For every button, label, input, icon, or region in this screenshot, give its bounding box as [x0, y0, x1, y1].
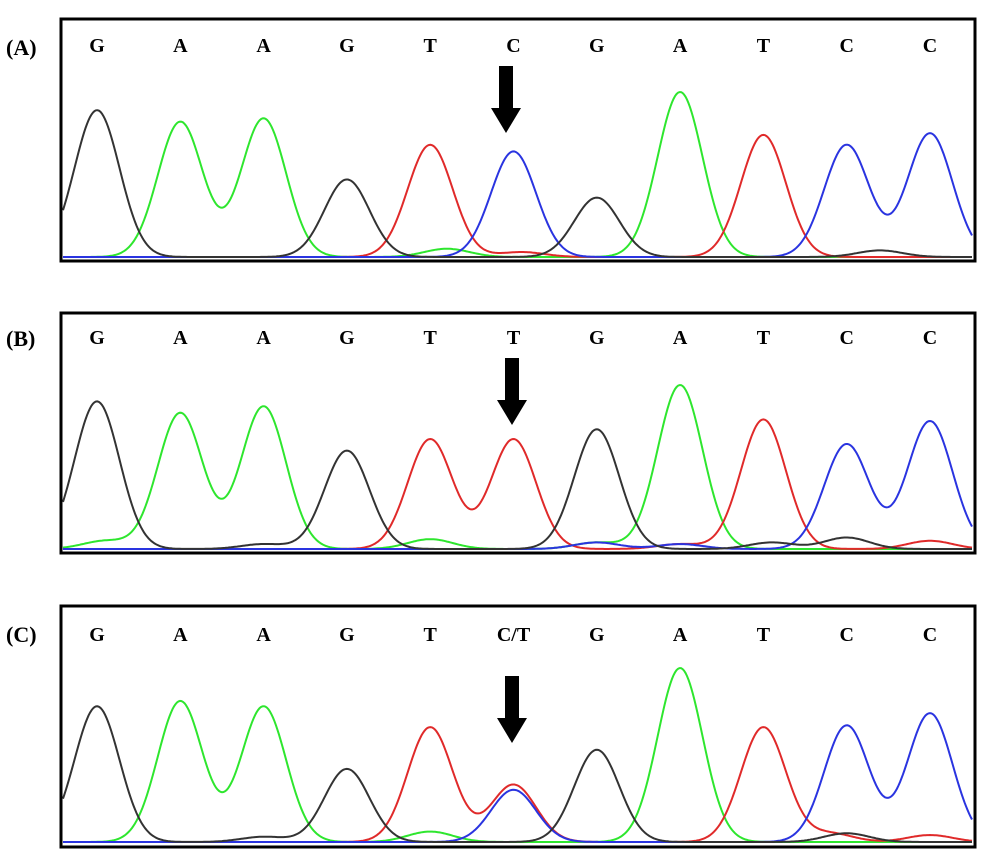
base-call-label: C — [923, 327, 937, 349]
base-call-label: A — [256, 624, 271, 646]
base-call-label: G — [589, 327, 605, 349]
panel-a: (A) G A A G T C G A T C C — [6, 17, 977, 263]
base-call-label: G — [589, 35, 605, 57]
base-call-label: G — [589, 624, 605, 646]
trace-t — [63, 418, 973, 550]
base-call-label: C — [923, 624, 937, 646]
trace-area-a — [62, 91, 973, 258]
base-call-label: G — [89, 35, 105, 57]
base-call-label: T — [757, 327, 771, 349]
panel-c: (C) G A A G T C/T G A T C C — [6, 604, 977, 849]
trace-area-b — [62, 384, 973, 550]
trace-g — [62, 109, 972, 258]
base-call-label: A — [256, 327, 271, 349]
base-call-label: A — [256, 35, 271, 57]
base-call-label: T — [424, 327, 438, 349]
panel-label-c: (C) — [6, 622, 37, 647]
base-call-label: C/T — [497, 624, 531, 646]
panel-frame-c — [59, 604, 977, 849]
base-call-label: T — [757, 35, 771, 57]
trace-c — [63, 132, 973, 258]
base-call-label: A — [673, 624, 688, 646]
base-call-row-c: G A A G T C/T G A T C C — [89, 624, 937, 646]
base-call-label: C — [923, 35, 937, 57]
panel-label-b: (B) — [6, 326, 35, 351]
panel-b: (B) G A A G T T G A T C C — [6, 311, 977, 555]
base-call-label: C — [839, 327, 853, 349]
base-call-label: T — [507, 327, 521, 349]
base-call-label: C — [506, 35, 520, 57]
base-call-label: A — [673, 35, 688, 57]
base-call-label: G — [339, 327, 355, 349]
panel-frame-a — [59, 17, 977, 263]
base-call-label: A — [673, 327, 688, 349]
panel-label-a: (A) — [6, 35, 37, 60]
trace-area-c — [62, 667, 973, 843]
base-call-label: T — [424, 624, 438, 646]
base-call-label: G — [339, 35, 355, 57]
base-call-label: G — [339, 624, 355, 646]
base-call-label: G — [89, 624, 105, 646]
base-call-label: G — [89, 327, 105, 349]
trace-g — [62, 400, 972, 550]
trace-g — [62, 705, 972, 843]
base-call-label: A — [173, 327, 188, 349]
base-call-label: A — [173, 624, 188, 646]
base-call-label: T — [424, 35, 438, 57]
mutation-arrow-c — [497, 676, 527, 743]
mutation-arrow-a — [491, 66, 521, 133]
panel-frame-b — [59, 311, 977, 555]
base-call-label: C — [839, 35, 853, 57]
base-call-label: A — [173, 35, 188, 57]
trace-a — [63, 91, 972, 258]
mutation-arrow-b — [497, 358, 527, 425]
base-call-label: C — [839, 624, 853, 646]
base-call-label: T — [757, 624, 771, 646]
